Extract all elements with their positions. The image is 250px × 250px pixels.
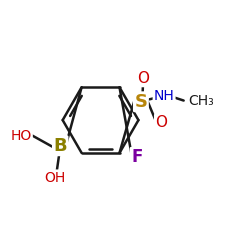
Text: NH: NH	[154, 89, 174, 103]
Text: OH: OH	[45, 170, 66, 184]
Text: HO: HO	[10, 129, 32, 143]
Text: B: B	[54, 137, 67, 155]
Text: F: F	[131, 148, 142, 166]
Text: O: O	[155, 115, 167, 130]
Text: CH₃: CH₃	[188, 94, 214, 108]
Text: O: O	[137, 71, 149, 86]
Text: S: S	[134, 93, 147, 111]
